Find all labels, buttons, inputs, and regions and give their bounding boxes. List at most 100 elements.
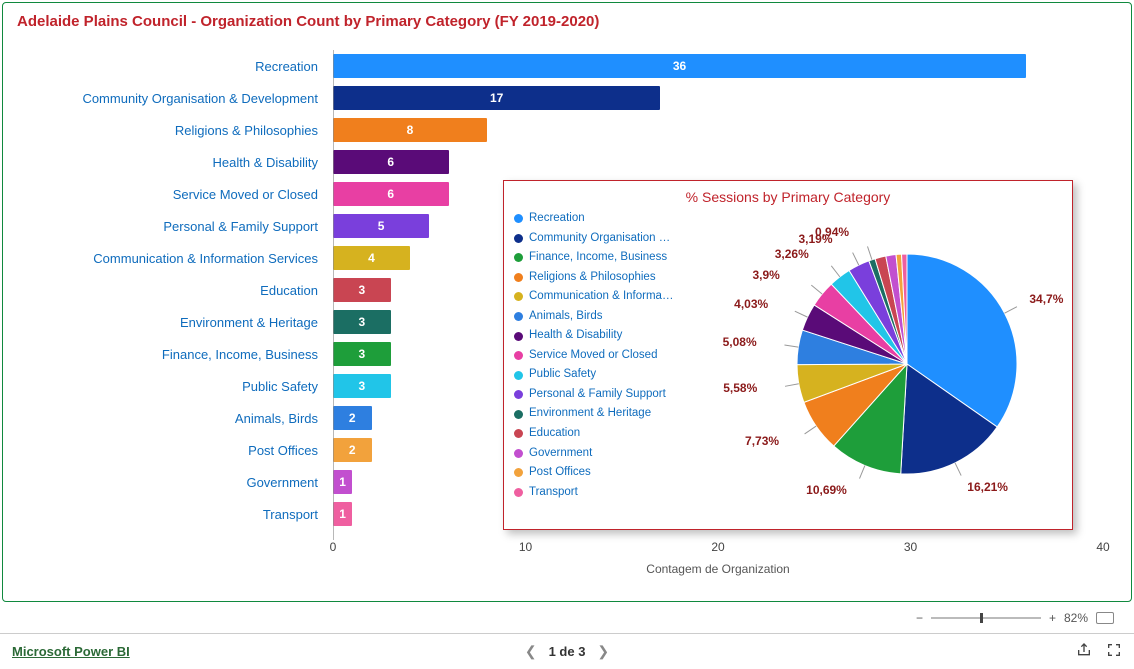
bar-label: Health & Disability: [13, 155, 328, 170]
fit-page-icon[interactable]: [1096, 612, 1114, 624]
fullscreen-icon[interactable]: [1106, 642, 1122, 661]
axis-tick: 40: [1096, 540, 1109, 554]
legend-label: Service Moved or Closed: [529, 346, 657, 366]
axis-tick: 30: [904, 540, 917, 554]
bar-label: Animals, Birds: [13, 411, 328, 426]
legend-label: Religions & Philosophies: [529, 268, 656, 288]
legend-label: Transport: [529, 483, 578, 503]
pie-panel: % Sessions by Primary Category Recreatio…: [503, 180, 1073, 530]
legend-swatch: [514, 332, 523, 341]
bar-label: Transport: [13, 507, 328, 522]
next-page-icon[interactable]: ❯: [597, 643, 609, 660]
page-indicator: 1 de 3: [549, 644, 586, 659]
pie-pct-label: 0,94%: [815, 225, 849, 239]
legend-item[interactable]: Service Moved or Closed: [514, 346, 712, 366]
bar[interactable]: 1: [333, 470, 352, 494]
legend-swatch: [514, 488, 523, 497]
pie-legend: RecreationCommunity Organisation …Financ…: [514, 209, 712, 519]
zoom-thumb[interactable]: [980, 613, 983, 623]
legend-label: Public Safety: [529, 365, 596, 385]
legend-label: Post Offices: [529, 463, 591, 483]
legend-item[interactable]: Education: [514, 424, 712, 444]
share-icon[interactable]: [1076, 642, 1092, 661]
axis-tick: 0: [330, 540, 337, 554]
zoom-in-icon[interactable]: +: [1049, 611, 1056, 625]
bar[interactable]: 3: [333, 278, 391, 302]
legend-item[interactable]: Finance, Income, Business: [514, 248, 712, 268]
bar-label: Religions & Philosophies: [13, 123, 328, 138]
report-container: Adelaide Plains Council - Organization C…: [2, 2, 1132, 602]
zoom-pct: 82%: [1064, 611, 1088, 625]
bar-label: Service Moved or Closed: [13, 187, 328, 202]
footer-bar: Microsoft Power BI ❮ 1 de 3 ❯: [0, 633, 1134, 669]
x-axis-label: Contagem de Organization: [646, 562, 789, 576]
legend-swatch: [514, 351, 523, 360]
bar[interactable]: 4: [333, 246, 410, 270]
legend-swatch: [514, 214, 523, 223]
legend-item[interactable]: Environment & Heritage: [514, 404, 712, 424]
legend-label: Animals, Birds: [529, 307, 603, 327]
bar-label: Community Organisation & Development: [13, 91, 328, 106]
legend-swatch: [514, 429, 523, 438]
bar-label: Government: [13, 475, 328, 490]
legend-label: Recreation: [529, 209, 585, 229]
legend-label: Community Organisation …: [529, 229, 670, 249]
bar-label: Recreation: [13, 59, 328, 74]
legend-label: Health & Disability: [529, 326, 622, 346]
powerbi-link[interactable]: Microsoft Power BI: [12, 644, 130, 659]
pager: ❮ 1 de 3 ❯: [525, 643, 609, 660]
bar-label: Personal & Family Support: [13, 219, 328, 234]
legend-swatch: [514, 253, 523, 262]
zoom-out-icon[interactable]: −: [916, 611, 923, 625]
bar[interactable]: 3: [333, 342, 391, 366]
legend-item[interactable]: Recreation: [514, 209, 712, 229]
bar[interactable]: 2: [333, 438, 372, 462]
bar[interactable]: 3: [333, 374, 391, 398]
pie-pct-label: 10,69%: [806, 483, 847, 497]
bar-label: Finance, Income, Business: [13, 347, 328, 362]
pie-pct-label: 4,03%: [734, 297, 768, 311]
axis-tick: 20: [711, 540, 724, 554]
legend-item[interactable]: Communication & Informa…: [514, 287, 712, 307]
legend-item[interactable]: Community Organisation …: [514, 229, 712, 249]
legend-item[interactable]: Public Safety: [514, 365, 712, 385]
bar[interactable]: 5: [333, 214, 429, 238]
bar[interactable]: 6: [333, 150, 449, 174]
bar-labels-column: Recreation Community Organisation & Devel…: [13, 50, 333, 540]
pie-chart[interactable]: 34,7%16,21%10,69%7,73%5,58%5,08%4,03%3,9…: [712, 209, 1062, 519]
bar[interactable]: 2: [333, 406, 372, 430]
bar[interactable]: 17: [333, 86, 660, 110]
bar-label: Education: [13, 283, 328, 298]
bar[interactable]: 6: [333, 182, 449, 206]
pie-pct-label: 5,58%: [723, 381, 757, 395]
zoom-control[interactable]: − + 82%: [916, 611, 1114, 625]
legend-swatch: [514, 468, 523, 477]
legend-label: Government: [529, 444, 592, 464]
legend-swatch: [514, 234, 523, 243]
legend-item[interactable]: Government: [514, 444, 712, 464]
bar[interactable]: 8: [333, 118, 487, 142]
bar-label: Public Safety: [13, 379, 328, 394]
bar[interactable]: 3: [333, 310, 391, 334]
legend-swatch: [514, 273, 523, 282]
prev-page-icon[interactable]: ❮: [525, 643, 537, 660]
pie-pct-label: 3,9%: [753, 268, 780, 282]
pie-pct-label: 34,7%: [1029, 292, 1063, 306]
pie-pct-label: 16,21%: [967, 480, 1008, 494]
legend-label: Environment & Heritage: [529, 404, 651, 424]
bar[interactable]: 36: [333, 54, 1026, 78]
report-title: Adelaide Plains Council - Organization C…: [17, 13, 1121, 30]
bar-label: Environment & Heritage: [13, 315, 328, 330]
legend-label: Communication & Informa…: [529, 287, 673, 307]
legend-item[interactable]: Post Offices: [514, 463, 712, 483]
bar[interactable]: 1: [333, 502, 352, 526]
bar-chart-area: Recreation Community Organisation & Devel…: [13, 40, 1121, 585]
legend-item[interactable]: Personal & Family Support: [514, 385, 712, 405]
legend-item[interactable]: Health & Disability: [514, 326, 712, 346]
legend-item[interactable]: Transport: [514, 483, 712, 503]
legend-swatch: [514, 390, 523, 399]
zoom-track[interactable]: [931, 617, 1041, 619]
legend-swatch: [514, 371, 523, 380]
legend-item[interactable]: Religions & Philosophies: [514, 268, 712, 288]
legend-item[interactable]: Animals, Birds: [514, 307, 712, 327]
